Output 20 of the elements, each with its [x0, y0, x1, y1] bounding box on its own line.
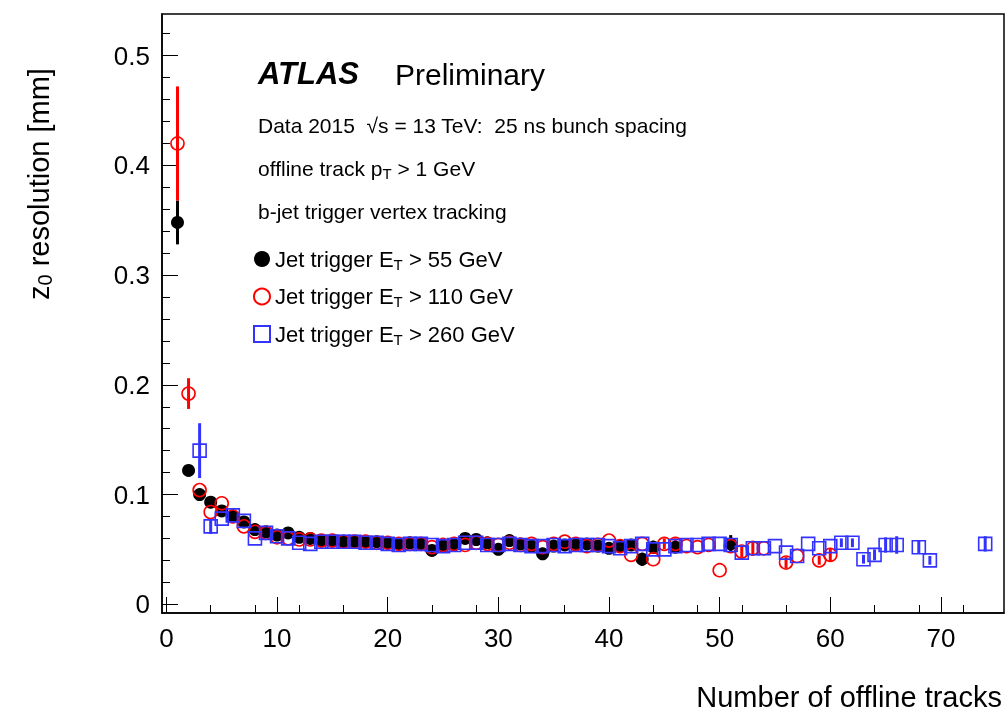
y-axis-title: z0 resolution [mm] [22, 68, 56, 300]
x-tick-label: 0 [159, 623, 174, 653]
y-tick-label: 0.3 [113, 260, 150, 291]
x-tick-label: 40 [594, 623, 624, 653]
x-tick-label: 50 [705, 623, 735, 653]
x-tick-label: 20 [373, 623, 403, 653]
y-tick-label: 0.2 [113, 369, 150, 400]
x-tick-label: 70 [926, 623, 956, 653]
annotation: b-jet trigger vertex tracking [258, 200, 507, 223]
x-tick-label: 60 [815, 623, 845, 653]
y-tick-label: 0.4 [113, 150, 150, 181]
text: ATLAS [257, 56, 360, 91]
x-axis-title: Number of offline tracks [696, 680, 1003, 713]
annotation: Data 2015 √s = 13 TeV: 25 ns bunch spacing [258, 114, 687, 137]
y-tick-label: 0 [135, 589, 150, 620]
text: Preliminary [395, 57, 546, 91]
x-tick-label: 10 [262, 623, 292, 653]
y-tick-label: 0.5 [113, 40, 150, 71]
x-tick-label: 30 [483, 623, 513, 653]
y-tick-label: 0.1 [113, 479, 150, 510]
